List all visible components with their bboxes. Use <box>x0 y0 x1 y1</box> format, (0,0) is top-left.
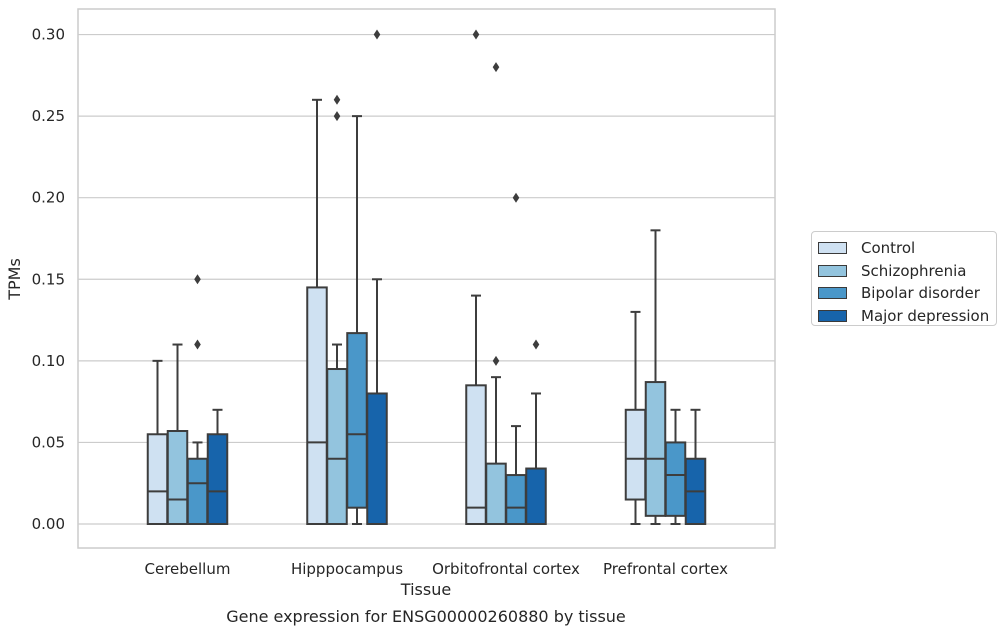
outlier-point <box>333 111 341 122</box>
legend-swatch-major-depression <box>818 309 847 322</box>
box-schizophrenia <box>644 229 667 525</box>
y-tick-label: 0.30 <box>32 26 65 44</box>
x-tick-label: Hipppocampus <box>291 560 403 578</box>
legend-item-major-depression: Major depression <box>818 305 996 328</box>
box-major-depression <box>366 29 388 526</box>
legend-swatch-bipolar-disorder <box>818 287 847 300</box>
box-bipolar-disorder <box>346 115 368 525</box>
x-tick-label: Cerebellum <box>145 560 231 578</box>
category-group <box>146 274 229 525</box>
outlier-point <box>492 62 500 73</box>
box-body <box>326 368 348 525</box>
legend-item-schizophrenia: Schizophrenia <box>818 260 996 283</box>
box-major-depression <box>525 339 547 525</box>
outlier-point <box>472 29 480 40</box>
outlier-point <box>512 192 520 203</box>
box-bipolar-disorder <box>505 192 527 525</box>
outlier-point <box>194 274 201 285</box>
box-major-depression <box>206 408 229 525</box>
box-body <box>306 286 328 525</box>
box-body <box>485 462 507 525</box>
y-tick-label: 0.00 <box>32 515 65 533</box>
plot-frame <box>77 8 776 549</box>
box-control <box>624 310 647 525</box>
box-body <box>664 441 687 517</box>
y-tick-label: 0.10 <box>32 352 65 370</box>
box-body <box>146 433 169 525</box>
legend-label-major-depression: Major depression <box>861 306 990 325</box>
legend-label-bipolar-disorder: Bipolar disorder <box>861 284 980 303</box>
box-body <box>624 408 647 501</box>
box-schizophrenia <box>485 62 507 525</box>
legend-label-schizophrenia: Schizophrenia <box>861 261 967 280</box>
box-control <box>306 98 328 525</box>
category-group <box>624 229 707 525</box>
outlier-point <box>194 339 201 350</box>
chart-caption: Gene expression for ENSG00000260880 by t… <box>226 607 626 626</box>
box-bipolar-disorder <box>664 408 687 525</box>
legend-swatch-schizophrenia <box>818 264 847 277</box>
outlier-point <box>373 29 381 40</box>
box-body <box>644 381 667 517</box>
legend-label-control: Control <box>861 239 916 258</box>
box-body <box>525 467 547 525</box>
legend-item-control: Control <box>818 237 996 260</box>
box-body <box>366 392 388 526</box>
box-body <box>505 474 527 525</box>
box-groups <box>146 29 707 526</box>
box-body <box>186 457 209 525</box>
y-tick-label: 0.20 <box>32 189 65 207</box>
box-schizophrenia <box>166 343 189 525</box>
box-schizophrenia <box>326 94 348 525</box>
box-control <box>465 29 487 526</box>
y-tick-label: 0.15 <box>32 270 65 288</box>
box-body <box>206 433 229 525</box>
y-tick-label: 0.25 <box>32 107 65 125</box>
y-tick-labels: 0.00 0.05 0.10 0.15 0.20 0.25 0.30 <box>32 26 65 533</box>
box-body <box>465 384 487 526</box>
box-body <box>166 430 189 525</box>
y-tick-label: 0.05 <box>32 433 65 451</box>
legend-item-bipolar-disorder: Bipolar disorder <box>818 282 996 305</box>
x-tick-label: Prefrontal cortex <box>603 560 728 578</box>
y-axis-title: TPMs <box>5 258 24 301</box>
outlier-point <box>333 94 341 105</box>
outlier-point <box>492 355 500 366</box>
box-bipolar-disorder <box>186 274 209 525</box>
legend-swatch-control <box>818 242 847 255</box>
outlier-point <box>532 339 540 350</box>
x-tick-labels: Cerebellum Hipppocampus Orbitofrontal cort… <box>145 560 729 578</box>
category-group <box>306 29 388 526</box>
legend: Control Schizophrenia Bipolar disorder M… <box>811 231 997 326</box>
category-group <box>465 29 547 526</box>
box-body <box>346 332 368 509</box>
x-tick-label: Orbitofrontal cortex <box>432 560 580 578</box>
x-axis-title: Tissue <box>400 580 451 599</box>
box-major-depression <box>684 408 707 525</box>
box-control <box>146 359 169 525</box>
